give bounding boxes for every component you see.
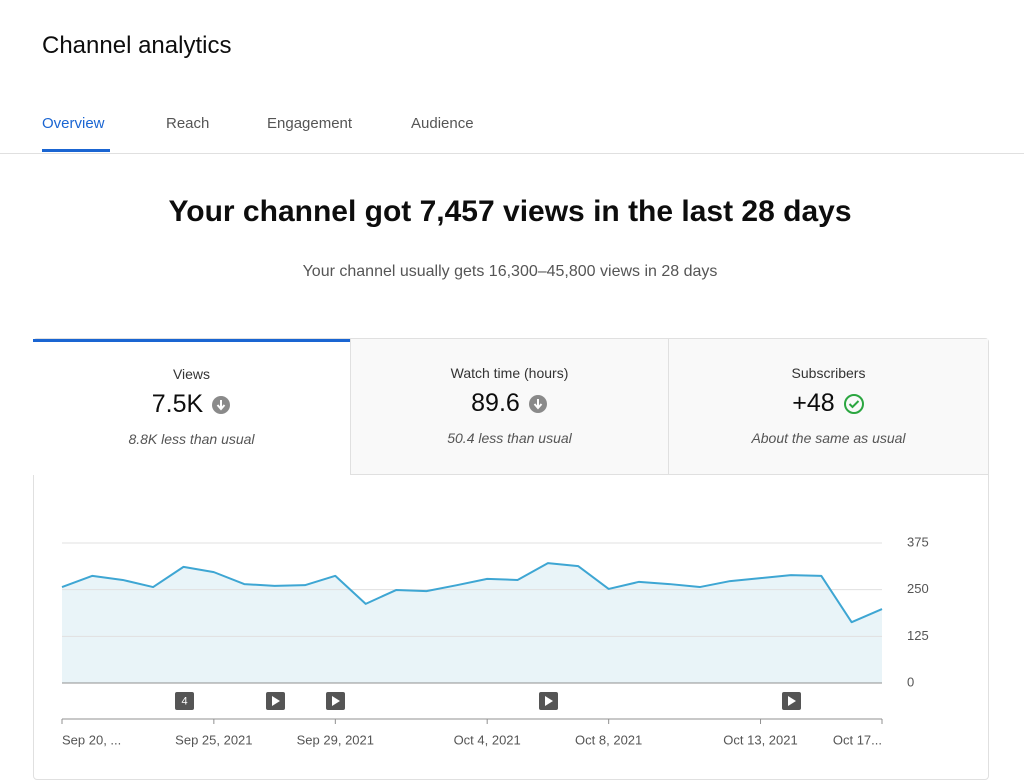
page-title: Channel analytics [42, 32, 232, 59]
card-note: 50.4 less than usual [447, 430, 572, 446]
headline: Your channel got 7,457 views in the last… [168, 195, 852, 228]
card-value: 89.6 [471, 389, 520, 417]
x-tick-label: Sep 20, ... [62, 732, 121, 747]
event-markers: 4 [175, 692, 801, 710]
x-tick-label: Oct 4, 2021 [454, 732, 521, 747]
video-marker[interactable] [782, 692, 801, 710]
event-badge[interactable] [175, 692, 194, 710]
divider [0, 153, 1024, 154]
data-line [61, 562, 883, 624]
check-icon [843, 393, 864, 414]
metric-card[interactable]: Views 7.5K 8.8K less than usual [33, 339, 350, 475]
x-tick-label: Sep 25, 2021 [175, 732, 252, 747]
video-marker[interactable] [326, 692, 345, 710]
tab[interactable]: Overview [42, 115, 105, 132]
tab[interactable]: Engagement [267, 115, 353, 132]
x-tick-label: Oct 17... [833, 732, 882, 747]
card-label: Views [172, 366, 211, 382]
card-label: Watch time (hours) [450, 365, 569, 381]
tab[interactable]: Reach [166, 115, 210, 132]
card-label: Subscribers [791, 365, 866, 381]
down-icon [528, 394, 547, 413]
video-marker[interactable] [266, 692, 285, 710]
area-fill [62, 563, 882, 683]
metric-card[interactable]: Subscribers +48 About the same as usual [668, 339, 988, 475]
badge-label: 4 [181, 695, 187, 707]
down-icon [212, 395, 231, 414]
tab-indicator [42, 149, 110, 152]
subline: Your channel usually gets 16,300–45,800 … [302, 263, 718, 280]
card-value: 7.5K [151, 390, 204, 418]
video-marker[interactable] [539, 692, 558, 710]
y-tick-label: 375 [907, 534, 929, 549]
tab[interactable]: Audience [411, 115, 474, 132]
y-tick-label: 0 [907, 674, 914, 689]
card-value: +48 [792, 389, 835, 417]
x-tick-label: Sep 29, 2021 [297, 732, 374, 747]
metric-card[interactable]: Watch time (hours) 89.6 50.4 less than u… [350, 339, 668, 475]
y-tick-label: 250 [907, 581, 929, 596]
card-note: 8.8K less than usual [128, 431, 255, 447]
card-note: About the same as usual [751, 430, 906, 446]
y-tick-label: 125 [907, 628, 929, 643]
plot: 0 125 250 375 Sep 20, ... Sep 25, 2021 Sep 29,… [61, 534, 929, 747]
x-tick-label: Oct 13, 2021 [723, 732, 797, 747]
x-tick-label: Oct 8, 2021 [575, 732, 642, 747]
